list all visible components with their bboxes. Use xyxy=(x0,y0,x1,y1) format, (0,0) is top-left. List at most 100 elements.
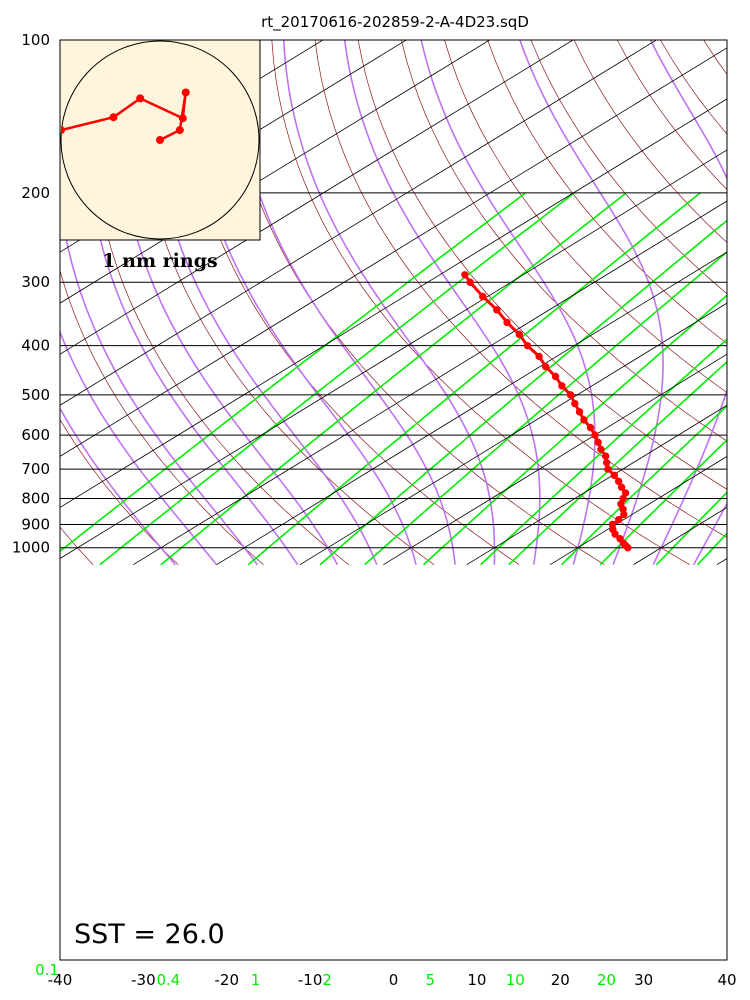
y-tick-label: 400 xyxy=(21,337,50,355)
isotherms xyxy=(60,40,727,566)
hodograph-rings-label: 1 nm rings xyxy=(102,250,217,272)
hodograph-point xyxy=(181,88,190,97)
temperature-point xyxy=(604,465,612,473)
hodograph-point xyxy=(61,126,65,135)
moist-adiabat-line xyxy=(118,40,339,566)
isobars xyxy=(60,40,727,549)
mixing-ratio-line xyxy=(99,192,575,566)
temperature-point xyxy=(523,341,532,350)
y-tick-label: 600 xyxy=(21,426,50,444)
hodograph-inset: 1 nm rings xyxy=(59,39,261,272)
x-tick-label: 20 xyxy=(551,971,570,989)
temperature-point xyxy=(597,445,605,454)
mixing-ratio-line xyxy=(480,338,727,566)
isotherm-line xyxy=(60,40,658,406)
temperature-point xyxy=(580,416,588,424)
dry-adiabat-line xyxy=(271,40,690,566)
y-tick-label: 900 xyxy=(21,515,50,533)
temperature-point xyxy=(503,318,511,327)
temperature-point xyxy=(617,483,626,491)
moist-adiabat-line xyxy=(190,40,417,565)
isotherm-line xyxy=(216,251,727,566)
y-tick-label: 700 xyxy=(21,460,50,478)
dry-adiabat-line xyxy=(139,40,435,565)
dry-adiabat-line xyxy=(92,40,350,565)
x-tick-label: 40 xyxy=(717,971,736,989)
x-tick-label: -40 xyxy=(48,971,73,989)
dry-adiabat-line xyxy=(184,40,520,565)
dry-adiabat-line xyxy=(60,418,179,565)
plot-frame xyxy=(59,39,728,961)
mixing-ratio-label: 2 xyxy=(322,971,332,989)
y-tick-label: 1000 xyxy=(12,539,50,557)
mixing-ratio-line xyxy=(422,294,727,566)
y-axis-labels: 100 200 300 400 500 600 700 800 900 1000 xyxy=(12,31,50,557)
moist-adiabat-line xyxy=(649,40,727,566)
dry-adiabat-line xyxy=(228,40,605,565)
dry-adiabat-line xyxy=(357,40,727,490)
mixing-ratio-line xyxy=(599,438,727,566)
temperature-point xyxy=(461,271,469,279)
mixing-ratio-line xyxy=(247,192,701,566)
y-tick-label: 300 xyxy=(21,273,50,291)
mixing-ratio-line xyxy=(560,404,727,566)
y-tick-label: 200 xyxy=(21,184,50,202)
temperature-point xyxy=(616,535,624,543)
temperature-point xyxy=(558,382,566,390)
x-tick-label: 30 xyxy=(634,971,653,989)
mixing-ratio-label: 0.1 xyxy=(35,961,59,979)
isotherm-line xyxy=(549,455,727,566)
temperature-point xyxy=(542,362,550,371)
moist-adiabat-line xyxy=(734,17,750,565)
isotherm-line xyxy=(60,40,574,355)
isotherm-line xyxy=(60,40,491,304)
y-tick-label: 800 xyxy=(21,490,50,508)
temperature-point xyxy=(594,438,602,447)
isotherm-line xyxy=(60,47,727,457)
moist-adiabat-line xyxy=(86,40,299,566)
mixing-ratio-line xyxy=(508,360,727,566)
dry-adiabat-line xyxy=(444,40,727,394)
moist-adiabat-line xyxy=(420,40,596,565)
temperature-point xyxy=(479,292,487,301)
mixing-ratio-line xyxy=(160,192,627,566)
isotherm-line xyxy=(383,353,727,566)
mixing-ratio-label: 10 xyxy=(506,971,525,989)
moist-adiabat-line xyxy=(282,40,496,565)
dry-adiabat-line xyxy=(732,17,750,565)
mixing-ratio-line xyxy=(60,192,527,553)
y-tick-label: 100 xyxy=(21,31,50,49)
isotherm-line xyxy=(133,200,727,566)
dry-adiabat-line xyxy=(487,40,727,344)
temperature-point xyxy=(535,352,543,361)
mixing-ratio-line xyxy=(655,491,727,566)
hodograph-trace xyxy=(61,88,190,144)
x-tick-label: 0 xyxy=(389,971,399,989)
hodograph-range-ring xyxy=(60,40,260,240)
x-tick-label: -10 xyxy=(298,971,323,989)
temperature-point xyxy=(608,520,617,529)
moist-adiabat-line xyxy=(60,329,218,566)
hodograph-point xyxy=(175,126,184,135)
temperature-profile xyxy=(461,271,632,552)
temperature-point xyxy=(575,408,584,416)
temperature-point xyxy=(601,452,610,460)
dry-adiabat-line xyxy=(314,40,727,538)
hodograph-point xyxy=(178,114,187,123)
temperature-point xyxy=(515,330,523,339)
hodograph-point xyxy=(136,94,145,103)
mixing-ratio-label: 5 xyxy=(426,971,436,989)
temperature-point xyxy=(621,489,630,497)
moist-adiabat-line xyxy=(343,40,541,565)
x-tick-label: -20 xyxy=(215,971,240,989)
chart-title: rt_20170616-202859-2-A-4D23.sqD xyxy=(261,13,529,32)
mixing-ratio-labels: 0.1 0.4 1 2 5 10 20 xyxy=(35,961,616,989)
dry-adiabat-line xyxy=(60,268,264,565)
mixing-ratio-label: 0.4 xyxy=(156,971,180,989)
x-axis-labels: -40 -30 -20 -10 0 10 20 30 40 xyxy=(48,971,737,989)
isotherm-line xyxy=(60,149,727,559)
temperature-point xyxy=(466,278,474,286)
isotherm-line xyxy=(299,302,727,566)
mixing-ratio-lines xyxy=(60,192,727,566)
